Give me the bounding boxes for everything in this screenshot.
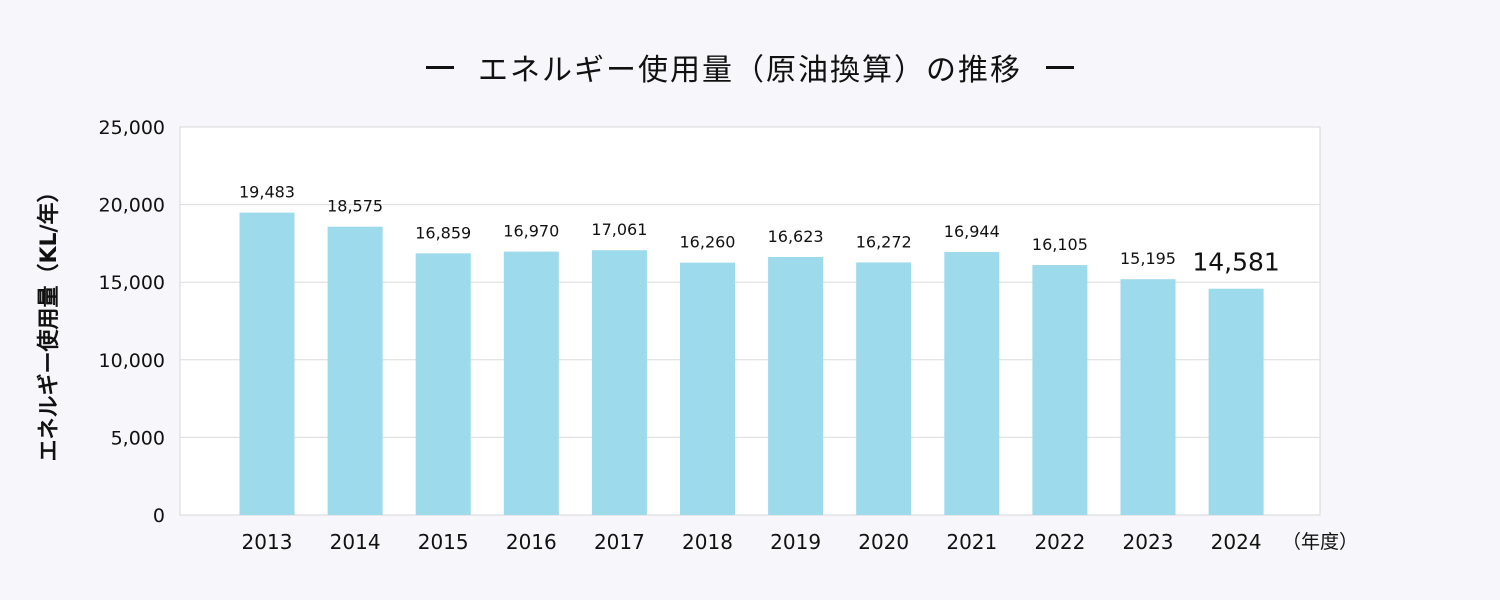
x-tick-label: 2015 bbox=[418, 530, 469, 554]
bar-value-label: 16,623 bbox=[768, 227, 824, 246]
bar-value-label: 15,195 bbox=[1120, 249, 1176, 268]
bar bbox=[503, 251, 559, 515]
bar bbox=[768, 257, 824, 515]
bar-value-label: 14,581 bbox=[1192, 248, 1279, 277]
bar-value-label: 16,944 bbox=[944, 222, 1000, 241]
bar bbox=[680, 262, 735, 515]
bar bbox=[1032, 265, 1088, 515]
bar-value-label: 16,105 bbox=[1032, 235, 1088, 254]
x-tick-label: 2019 bbox=[770, 530, 821, 554]
x-tick-label: 2016 bbox=[506, 530, 557, 554]
x-tick-label: 2023 bbox=[1123, 530, 1174, 554]
y-tick-label: 15,000 bbox=[99, 272, 165, 294]
y-tick-label: 25,000 bbox=[99, 117, 165, 139]
bar-value-label: 16,859 bbox=[415, 223, 471, 242]
y-tick-label: 5,000 bbox=[111, 427, 165, 449]
y-tick-label: 20,000 bbox=[99, 195, 165, 217]
bar bbox=[944, 252, 1000, 515]
bar-value-label: 17,061 bbox=[591, 220, 647, 239]
x-tick-label: 2021 bbox=[946, 530, 997, 554]
bar-value-label: 16,260 bbox=[680, 233, 736, 252]
chart-title: エネルギー使用量（原油換算）の推移 bbox=[478, 53, 1022, 88]
x-tick-label: 2024 bbox=[1211, 530, 1262, 554]
x-tick-label: 2014 bbox=[330, 530, 381, 554]
x-tick-label: 2013 bbox=[242, 530, 293, 554]
y-tick-label: 0 bbox=[153, 505, 165, 527]
bar-value-label: 18,575 bbox=[327, 197, 383, 216]
bar bbox=[591, 250, 647, 515]
x-tick-label: 2020 bbox=[858, 530, 909, 554]
bar bbox=[856, 262, 912, 515]
chart-title-row: エネルギー使用量（原油換算）の推移 bbox=[0, 42, 1500, 92]
bar bbox=[415, 253, 471, 515]
bar bbox=[1208, 288, 1264, 515]
bar-value-label: 16,970 bbox=[503, 222, 559, 241]
bar-value-label: 19,483 bbox=[239, 183, 295, 202]
bar-value-label: 16,272 bbox=[856, 232, 912, 251]
y-tick-label: 10,000 bbox=[99, 350, 165, 372]
x-tick-label: 2017 bbox=[594, 530, 645, 554]
bar bbox=[327, 226, 383, 515]
x-tick-label: 2018 bbox=[682, 530, 733, 554]
title-dash-right bbox=[1046, 65, 1074, 69]
x-tick-label: 2022 bbox=[1034, 530, 1085, 554]
bar bbox=[239, 212, 295, 515]
x-axis-unit-label: （年度） bbox=[1282, 531, 1358, 553]
bar bbox=[1120, 279, 1176, 515]
title-dash-left bbox=[426, 65, 454, 69]
